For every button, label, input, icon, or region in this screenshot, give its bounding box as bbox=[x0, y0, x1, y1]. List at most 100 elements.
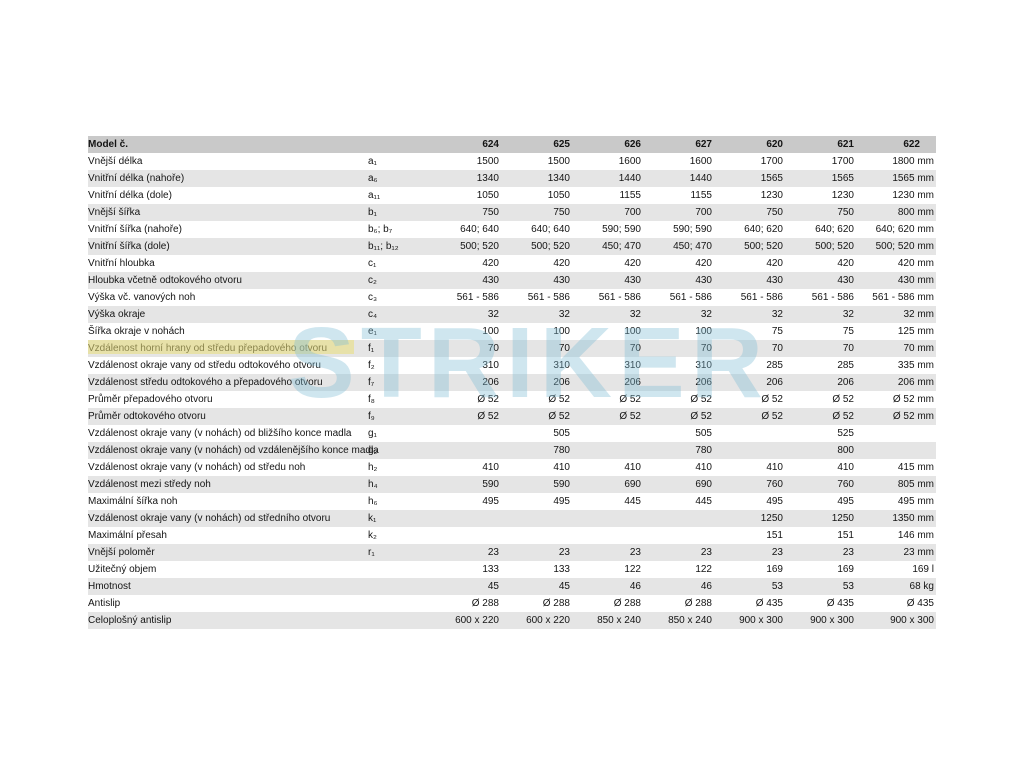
row-value: 1500 bbox=[499, 153, 570, 170]
row-value: 53 bbox=[783, 578, 854, 595]
row-value: 45 bbox=[499, 578, 570, 595]
spec-table-body: Vnější délka a₁ 1500 1500 1600 1600 1700 1700 18… bbox=[88, 153, 936, 629]
table-row: Vzdálenost mezi středy noh h₄ 590 590 690 690… bbox=[88, 476, 936, 493]
row-value: Ø 52 bbox=[641, 391, 712, 408]
table-row: Průměr přepadového otvoru f₈ Ø 52 Ø 52 Ø 52 Ø… bbox=[88, 391, 936, 408]
row-symbol: f₁ bbox=[368, 340, 428, 357]
row-value: 1440 bbox=[641, 170, 712, 187]
row-value: 100 bbox=[499, 323, 570, 340]
row-value: Ø 52 bbox=[712, 408, 783, 425]
row-label: Vzdálenost okraje vany (v nohách) od stř… bbox=[88, 510, 368, 527]
row-symbol: f₇ bbox=[368, 374, 428, 391]
row-value: 500; 520 bbox=[499, 238, 570, 255]
row-value: Ø 288 bbox=[570, 595, 641, 612]
row-symbol: r₁ bbox=[368, 544, 428, 561]
row-value: 780 bbox=[499, 442, 570, 459]
row-value: 23 bbox=[428, 544, 499, 561]
row-symbol: k₁ bbox=[368, 510, 428, 527]
row-value: 750 bbox=[428, 204, 499, 221]
table-row: Vnitřní šířka (nahoře) b₆; b₇ 640; 640 640;… bbox=[88, 221, 936, 238]
row-symbol: a₁₁ bbox=[368, 187, 428, 204]
table-header-row: Model č. 624 625 626 627 620 621 622 bbox=[88, 136, 936, 153]
row-value bbox=[428, 510, 499, 527]
row-value: 420 bbox=[641, 255, 712, 272]
row-symbol: b₁₁; b₁₂ bbox=[368, 238, 428, 255]
row-label: Průměr přepadového otvoru bbox=[88, 391, 368, 408]
row-label: Celoplošný antislip bbox=[88, 612, 368, 629]
row-value: 410 bbox=[428, 459, 499, 476]
row-value: 900 x 300 bbox=[783, 612, 854, 629]
row-value: 70 bbox=[783, 340, 854, 357]
row-value: 760 bbox=[712, 476, 783, 493]
row-value: 23 bbox=[783, 544, 854, 561]
row-symbol: c₃ bbox=[368, 289, 428, 306]
row-label: Průměr odtokového otvoru bbox=[88, 408, 368, 425]
row-label: Vnitřní šířka (nahoře) bbox=[88, 221, 368, 238]
row-value: 415 mm bbox=[854, 459, 936, 476]
row-value: Ø 435 bbox=[712, 595, 783, 612]
row-value: Ø 52 bbox=[783, 408, 854, 425]
row-label: Hloubka včetně odtokového otvoru bbox=[88, 272, 368, 289]
header-model-622: 622 bbox=[854, 136, 936, 153]
row-value: 32 mm bbox=[854, 306, 936, 323]
row-value: 206 bbox=[641, 374, 712, 391]
row-value: 900 x 300 bbox=[712, 612, 783, 629]
row-value: 420 bbox=[712, 255, 783, 272]
row-value bbox=[641, 527, 712, 544]
row-value: 495 bbox=[783, 493, 854, 510]
row-value: 430 bbox=[428, 272, 499, 289]
row-value: 23 bbox=[712, 544, 783, 561]
row-value: 169 l bbox=[854, 561, 936, 578]
row-value: 1155 bbox=[641, 187, 712, 204]
row-value bbox=[499, 527, 570, 544]
row-value: 151 bbox=[712, 527, 783, 544]
row-value: 561 - 586 mm bbox=[854, 289, 936, 306]
row-value: 68 kg bbox=[854, 578, 936, 595]
row-label: Maximální šířka noh bbox=[88, 493, 368, 510]
row-value: 561 - 586 bbox=[570, 289, 641, 306]
row-value: 420 bbox=[499, 255, 570, 272]
row-value: 495 mm bbox=[854, 493, 936, 510]
row-label: Hmotnost bbox=[88, 578, 368, 595]
row-value: 32 bbox=[499, 306, 570, 323]
row-value: 760 bbox=[783, 476, 854, 493]
row-value: 1250 bbox=[712, 510, 783, 527]
row-label: Vzdálenost horní hrany od středu přepado… bbox=[88, 340, 368, 357]
row-value: 1340 bbox=[428, 170, 499, 187]
row-value: 495 bbox=[712, 493, 783, 510]
row-value: 206 bbox=[570, 374, 641, 391]
row-value: Ø 435 bbox=[783, 595, 854, 612]
row-value: 1230 mm bbox=[854, 187, 936, 204]
row-value: 590; 590 bbox=[641, 221, 712, 238]
row-value: 1700 bbox=[712, 153, 783, 170]
row-value: 151 bbox=[783, 527, 854, 544]
row-value: 53 bbox=[712, 578, 783, 595]
row-value: Ø 52 mm bbox=[854, 391, 936, 408]
header-model-label: Model č. bbox=[88, 136, 368, 153]
row-value: Ø 288 bbox=[428, 595, 499, 612]
table-row: Vnitřní délka (dole) a₁₁ 1050 1050 1155 1155 1… bbox=[88, 187, 936, 204]
row-value: 70 bbox=[641, 340, 712, 357]
row-value: 420 bbox=[570, 255, 641, 272]
row-value: 75 bbox=[712, 323, 783, 340]
row-value: 32 bbox=[783, 306, 854, 323]
row-value: 640; 620 mm bbox=[854, 221, 936, 238]
row-value: 23 mm bbox=[854, 544, 936, 561]
row-symbol: f₉ bbox=[368, 408, 428, 425]
row-label: Výška okraje bbox=[88, 306, 368, 323]
row-value: 1230 bbox=[783, 187, 854, 204]
row-value: 32 bbox=[712, 306, 783, 323]
row-value: Ø 52 mm bbox=[854, 408, 936, 425]
row-value: 900 x 300 bbox=[854, 612, 936, 629]
row-value: 561 - 586 bbox=[783, 289, 854, 306]
row-symbol: g₁ bbox=[368, 425, 428, 442]
row-label: Vnitřní hloubka bbox=[88, 255, 368, 272]
row-value bbox=[428, 527, 499, 544]
row-value: 410 bbox=[712, 459, 783, 476]
row-value: 600 x 220 bbox=[428, 612, 499, 629]
row-value: 590; 590 bbox=[570, 221, 641, 238]
row-label: Užitečný objem bbox=[88, 561, 368, 578]
row-value: 800 mm bbox=[854, 204, 936, 221]
row-value: 100 bbox=[641, 323, 712, 340]
row-symbol: h₆ bbox=[368, 493, 428, 510]
